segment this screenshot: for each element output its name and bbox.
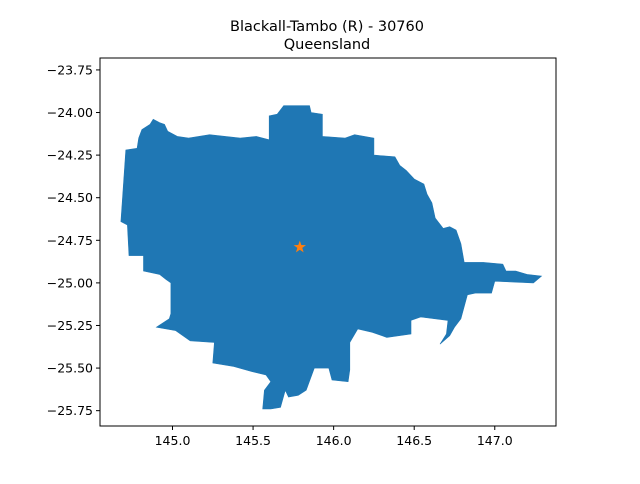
y-tick-label: −25.50 bbox=[47, 361, 93, 376]
chart-title-line-2: Queensland bbox=[284, 37, 371, 53]
y-tick-label: −24.75 bbox=[47, 233, 93, 248]
y-tick-label: −24.00 bbox=[47, 105, 93, 120]
y-tick-label: −25.75 bbox=[47, 403, 93, 418]
y-tick-label: −24.50 bbox=[47, 190, 93, 205]
x-tick-label: 146.0 bbox=[316, 433, 352, 448]
chart-title-line-1: Blackall-Tambo (R) - 30760 bbox=[230, 19, 424, 35]
map-layer bbox=[120, 105, 543, 410]
y-tick-label: −25.25 bbox=[47, 318, 93, 333]
x-tick-label: 145.5 bbox=[235, 433, 271, 448]
x-tick-label: 146.5 bbox=[396, 433, 432, 448]
centroid-star-marker bbox=[293, 240, 306, 253]
y-tick-label: −25.00 bbox=[47, 275, 93, 290]
x-tick-label: 147.0 bbox=[477, 433, 513, 448]
axes-frame bbox=[99, 57, 557, 427]
y-tick-label: −24.25 bbox=[47, 148, 93, 163]
y-tick-label: −23.75 bbox=[47, 62, 93, 77]
x-tick-label: 145.0 bbox=[155, 433, 191, 448]
axes-layer: 145.0 145.5 146.0 146.5 147.0 −23.75 −24.00 −24… bbox=[47, 57, 557, 448]
region-polygon bbox=[120, 105, 543, 410]
